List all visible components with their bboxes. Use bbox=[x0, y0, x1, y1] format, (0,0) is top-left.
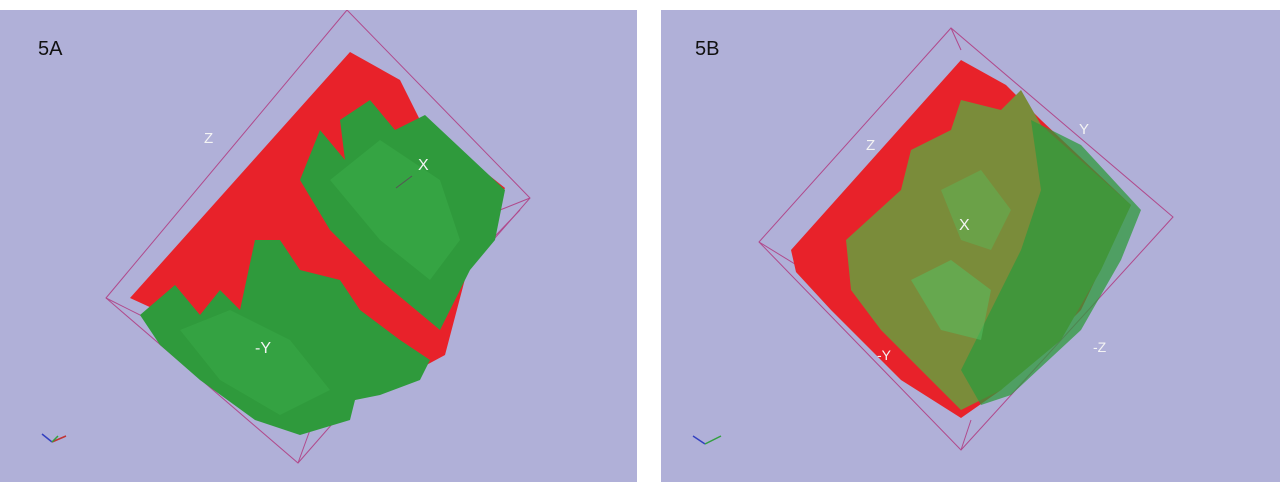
green-phase-region bbox=[961, 120, 1141, 405]
axis-label-neg-y: -Y bbox=[255, 340, 271, 357]
axis-label-neg-z: -Z bbox=[1093, 339, 1107, 355]
axis-label-x: X bbox=[418, 157, 429, 174]
panel-label: 5A bbox=[38, 38, 63, 60]
orientation-triad-icon bbox=[41, 433, 67, 443]
axis-label-z: Z bbox=[204, 130, 213, 147]
orientation-triad-icon bbox=[692, 435, 722, 445]
render-5b: Z Y X -Y -Z bbox=[692, 27, 1174, 451]
axis-label-z: Z bbox=[866, 137, 875, 154]
panel-label: 5B bbox=[695, 38, 720, 60]
axis-label-neg-y: -Y bbox=[877, 347, 892, 363]
axis-label-y: Y bbox=[1079, 121, 1089, 138]
green-phase-region-lower bbox=[140, 240, 430, 435]
panel-5a: Z X -Y 5A bbox=[0, 10, 637, 482]
render-5a: Z X -Y bbox=[41, 10, 531, 464]
axis-label-x: X bbox=[959, 217, 970, 234]
panel-5b: Z Y X -Y -Z 5B bbox=[661, 10, 1280, 482]
